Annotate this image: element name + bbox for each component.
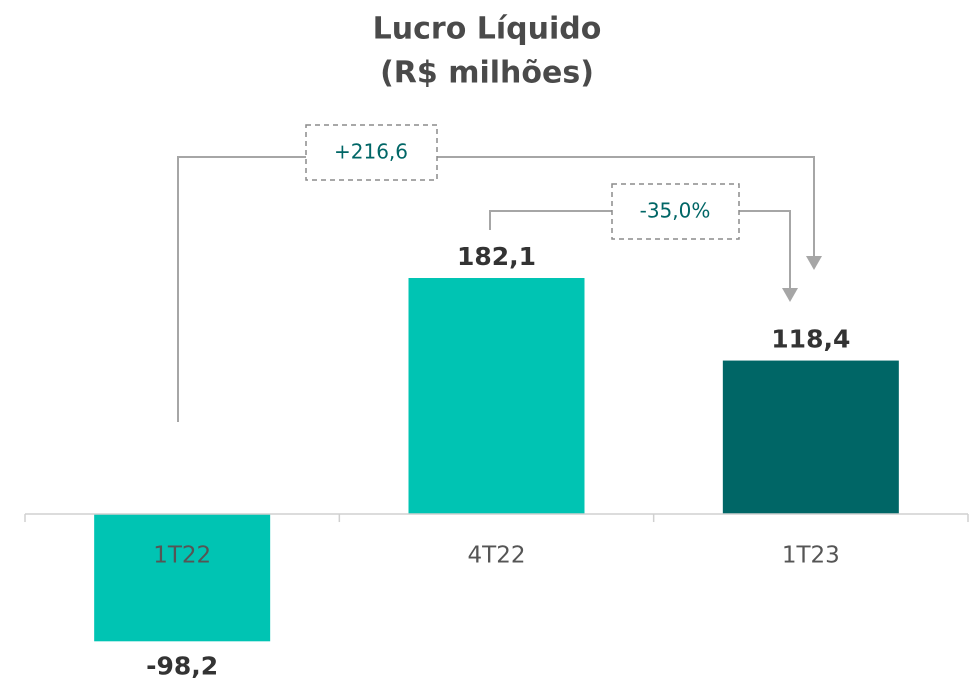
annotation: +216,6 [334,140,408,164]
annotation-box [611,183,740,240]
value-label: -98,2 [146,651,218,680]
bar [408,278,585,515]
chart-title: Lucro Líquido [373,12,602,47]
chart-subtitle: (R$ milhões) [380,56,594,91]
connectors [177,124,822,422]
value-label: 182,1 [457,242,536,271]
x-tick-label: 1T23 [782,543,840,569]
annotation-box [305,124,438,181]
x-tick-label: 1T22 [153,543,211,569]
value-label: 118,4 [771,325,850,354]
arrow-head [782,288,798,302]
annotation: -35,0% [640,199,711,223]
bar [94,514,271,642]
x-tick-label: 4T22 [468,543,526,569]
connector [177,156,815,422]
bar [722,360,899,515]
arrow-head [806,256,822,270]
